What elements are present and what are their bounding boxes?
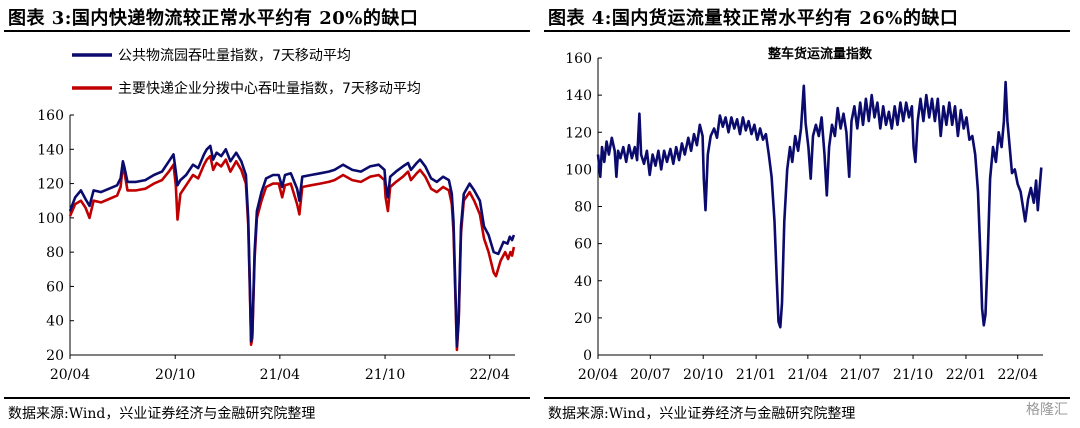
y-tick-label: 60 [574,237,592,253]
series-line-1 [596,80,1043,329]
right-figure-panel: 图表 4:国内货运流量较正常水平约有 26%的缺口 0 20 40 60 80 100 12… [540,0,1080,428]
x-tick-label: 21/10 [365,367,405,383]
chart-title: 整车货运流量指数 [767,46,873,62]
y-tick-label: 120 [37,177,64,193]
right-title-rule [544,30,1070,32]
x-tick-label: 22/04 [470,367,510,383]
y-tick-label: 0 [583,348,592,364]
y-tick-label: 140 [565,88,592,104]
legend-label-1: 公共物流园吞吐量指数，7天移动平均 [118,48,351,64]
y-tick-label: 160 [565,51,592,67]
left-source-rule [4,397,530,399]
x-tick-label: 21/10 [893,367,933,383]
x-tick-label: 20/10 [155,367,195,383]
right-chart-svg: 0 20 40 60 80 100 120 140 160 20/04 20/07 20/10 21/0… [565,46,1043,383]
y-tick-label: 120 [565,125,592,141]
y-tick-label: 80 [574,200,592,216]
right-figure-title: 图表 4:国内货运流量较正常水平约有 26%的缺口 [548,8,959,29]
right-source-rule [544,397,1070,399]
right-source-note: 数据来源:Wind，兴业证券经济与金融研究院整理 [548,406,856,422]
y-tick-label: 100 [37,211,64,227]
left-figure-title: 图表 3:国内快递物流较正常水平约有 20%的缺口 [8,8,419,29]
x-tick-label: 21/04 [788,367,828,383]
left-chart-svg: 20 40 60 80 100 120 140 160 20/04 20/10 21/04 21/10… [37,48,516,383]
y-tick-label: 40 [574,274,592,290]
y-tick-label: 140 [37,142,64,158]
y-tick-label: 40 [46,314,64,330]
x-tick-label: 22/04 [998,367,1038,383]
x-tick-label: 20/04 [50,367,90,383]
x-tick-label: 21/04 [260,367,300,383]
left-figure-panel: 图表 3:国内快递物流较正常水平约有 20%的缺口 20 40 60 80 100 120… [4,8,530,422]
y-tick-label: 80 [46,245,64,261]
x-tick-label: 20/07 [630,367,670,383]
series-line-2 [68,154,516,352]
x-tick-label: 20/10 [683,367,723,383]
series-line-1 [68,144,516,348]
x-tick-label: 20/04 [578,367,618,383]
watermark-logo: 格隆汇 [1026,402,1068,418]
y-tick-label: 20 [574,311,592,327]
y-tick-label: 100 [565,162,592,178]
left-title-rule [4,30,530,32]
left-source-note: 数据来源:Wind，兴业证券经济与金融研究院整理 [8,406,316,422]
y-tick-label: 20 [46,348,64,364]
y-tick-label: 60 [46,279,64,295]
x-tick-label: 21/07 [840,367,880,383]
legend-label-2: 主要快递企业分拨中心吞吐量指数，7天移动平均 [118,80,421,97]
x-tick-label: 21/01 [736,367,776,383]
x-tick-label: 22/01 [946,367,986,383]
y-tick-label: 160 [37,108,64,124]
